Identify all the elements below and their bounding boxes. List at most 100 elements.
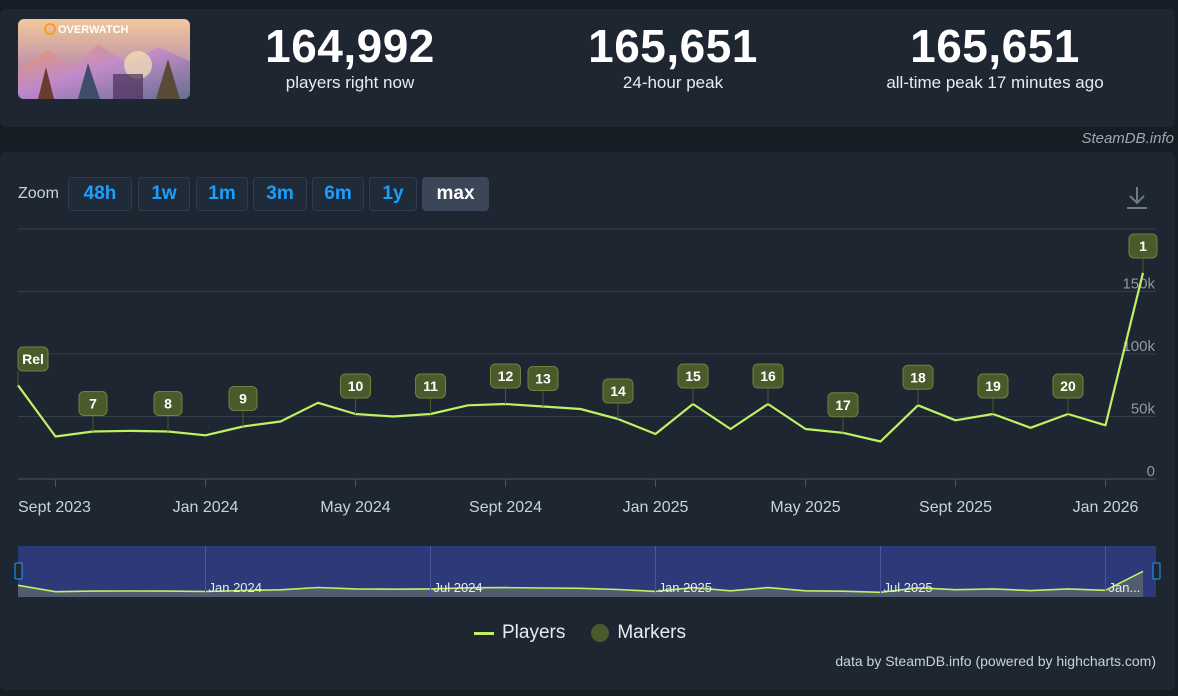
x-tick-label: Sept 2025 [919, 499, 992, 516]
players-series [17, 272, 1145, 444]
marker-flag[interactable]: 18 [902, 364, 934, 406]
players-line [17, 272, 1145, 443]
navigator-handle-left[interactable] [14, 562, 23, 580]
marker-box [490, 363, 521, 389]
marker-label: 16 [760, 368, 776, 384]
y-tick-label: 50k [1131, 401, 1156, 418]
stat-label: 24-hour peak [622, 73, 724, 92]
data-point[interactable] [391, 415, 395, 419]
zoom-48h-button[interactable]: 48h [68, 177, 132, 211]
marker-box [17, 346, 49, 372]
navigator-label: Jul 2025 [884, 580, 933, 595]
steamdb-credit[interactable]: SteamDB.info [1081, 130, 1174, 147]
marker-box [677, 363, 709, 389]
marker-flag[interactable]: 1 [1128, 233, 1158, 273]
game-thumbnail[interactable]: OVERWATCH [18, 19, 190, 99]
data-point[interactable] [1104, 423, 1108, 427]
marker-box [78, 391, 108, 416]
data-point[interactable] [579, 407, 583, 411]
zoom-label: Zoom [18, 185, 59, 202]
marker-box [902, 364, 934, 390]
marker-flag[interactable]: 9 [228, 386, 258, 427]
marker-box [752, 363, 784, 389]
x-tick-label: Sept 2024 [469, 499, 542, 516]
navigator-label: Jan 2025 [659, 580, 713, 595]
zoom-3m-button[interactable]: 3m [253, 177, 307, 211]
stat-value: 165,651 [910, 20, 1080, 72]
data-point[interactable] [1029, 426, 1033, 430]
marker-label: 19 [985, 378, 1001, 394]
stats-card [0, 9, 1175, 127]
marker-box [1052, 373, 1084, 399]
zoom-1m-button[interactable]: 1m [196, 177, 248, 211]
data-point[interactable] [654, 432, 658, 436]
marker-flag[interactable]: 7 [78, 391, 108, 432]
data-point[interactable] [466, 403, 470, 407]
marker-flag[interactable]: 12 [490, 363, 521, 404]
x-axis: Sept 2023 Jan 2024 May 2024 Sept 2024 Jan 20… [18, 479, 1139, 516]
x-tick-label: Jan 2024 [173, 499, 239, 516]
marker-flag[interactable]: 17 [827, 392, 859, 433]
marker-label: 10 [348, 378, 364, 394]
chart-footer[interactable]: data by SteamDB.info (powered by highcha… [835, 653, 1156, 669]
data-point[interactable] [804, 427, 808, 431]
navigator-label: Jan... [1109, 580, 1141, 595]
marker-flag[interactable]: Rel [17, 346, 49, 386]
zoom-1w-button[interactable]: 1w [138, 177, 190, 211]
stat-value: 164,992 [265, 20, 435, 72]
marker-flag[interactable]: 10 [340, 373, 371, 414]
legend-players-label: Players [502, 622, 566, 643]
data-point[interactable] [879, 440, 883, 444]
marker-flag[interactable]: 15 [677, 363, 709, 404]
marker-label: 18 [910, 369, 926, 385]
marker-label: 14 [610, 383, 626, 399]
marker-label: 1 [1139, 238, 1147, 254]
marker-label: 13 [535, 371, 551, 387]
marker-label: 20 [1060, 378, 1076, 394]
data-point[interactable] [204, 433, 208, 437]
marker-flag[interactable]: 11 [415, 373, 446, 414]
marker-label: 9 [239, 391, 247, 407]
data-point[interactable] [279, 420, 283, 424]
marker-flag[interactable]: 14 [602, 378, 634, 419]
markers-series[interactable]: Rel 7 8 9 10 11 12 13 14 15 16 17 18 19 20 1 [17, 233, 1158, 433]
marker-flag[interactable]: 16 [752, 363, 784, 404]
marker-box [415, 373, 446, 399]
zoom-6m-button[interactable]: 6m [312, 177, 364, 211]
data-point[interactable] [316, 401, 320, 405]
marker-label: 11 [423, 378, 438, 394]
marker-box [977, 373, 1009, 399]
data-point[interactable] [954, 418, 958, 422]
stat-label: all-time peak 17 minutes ago [886, 73, 1104, 92]
navigator-handle-right[interactable] [1152, 562, 1161, 580]
marker-flag[interactable]: 13 [527, 366, 559, 407]
marker-box [228, 386, 258, 411]
marker-flag[interactable]: 8 [153, 391, 183, 432]
data-point[interactable] [729, 427, 733, 431]
marker-box [602, 378, 634, 404]
data-point[interactable] [54, 435, 58, 439]
marker-flag[interactable]: 20 [1052, 373, 1084, 414]
legend-item-players[interactable]: Players [474, 622, 565, 644]
chart-navigator[interactable]: Jan 2024 Jul 2024 Jan 2025 Jul 2025 Jan... [14, 546, 1161, 597]
marker-label: 17 [835, 397, 851, 413]
y-tick-label: 0 [1147, 463, 1155, 480]
x-tick-label: Jan 2026 [1073, 499, 1139, 516]
legend-item-markers[interactable]: Markers [591, 622, 686, 644]
legend-markers-label: Markers [617, 622, 686, 643]
zoom-1y-button[interactable]: 1y [369, 177, 417, 211]
x-tick-label: May 2024 [320, 499, 390, 516]
stat-24h-peak: 165,651 24-hour peak [573, 20, 773, 93]
download-icon[interactable] [1125, 185, 1149, 211]
zoom-max-button[interactable]: max [422, 177, 489, 211]
stat-label: players right now [285, 73, 415, 92]
navigator-area [18, 571, 1143, 597]
marker-flag[interactable]: 19 [977, 373, 1009, 414]
marker-box [1128, 233, 1158, 259]
marker-label: 12 [498, 368, 514, 384]
data-point[interactable] [129, 429, 133, 433]
stat-current-players: 164,992 players right now [250, 20, 450, 93]
chart-card [0, 152, 1175, 690]
stat-value: 165,651 [588, 20, 758, 72]
